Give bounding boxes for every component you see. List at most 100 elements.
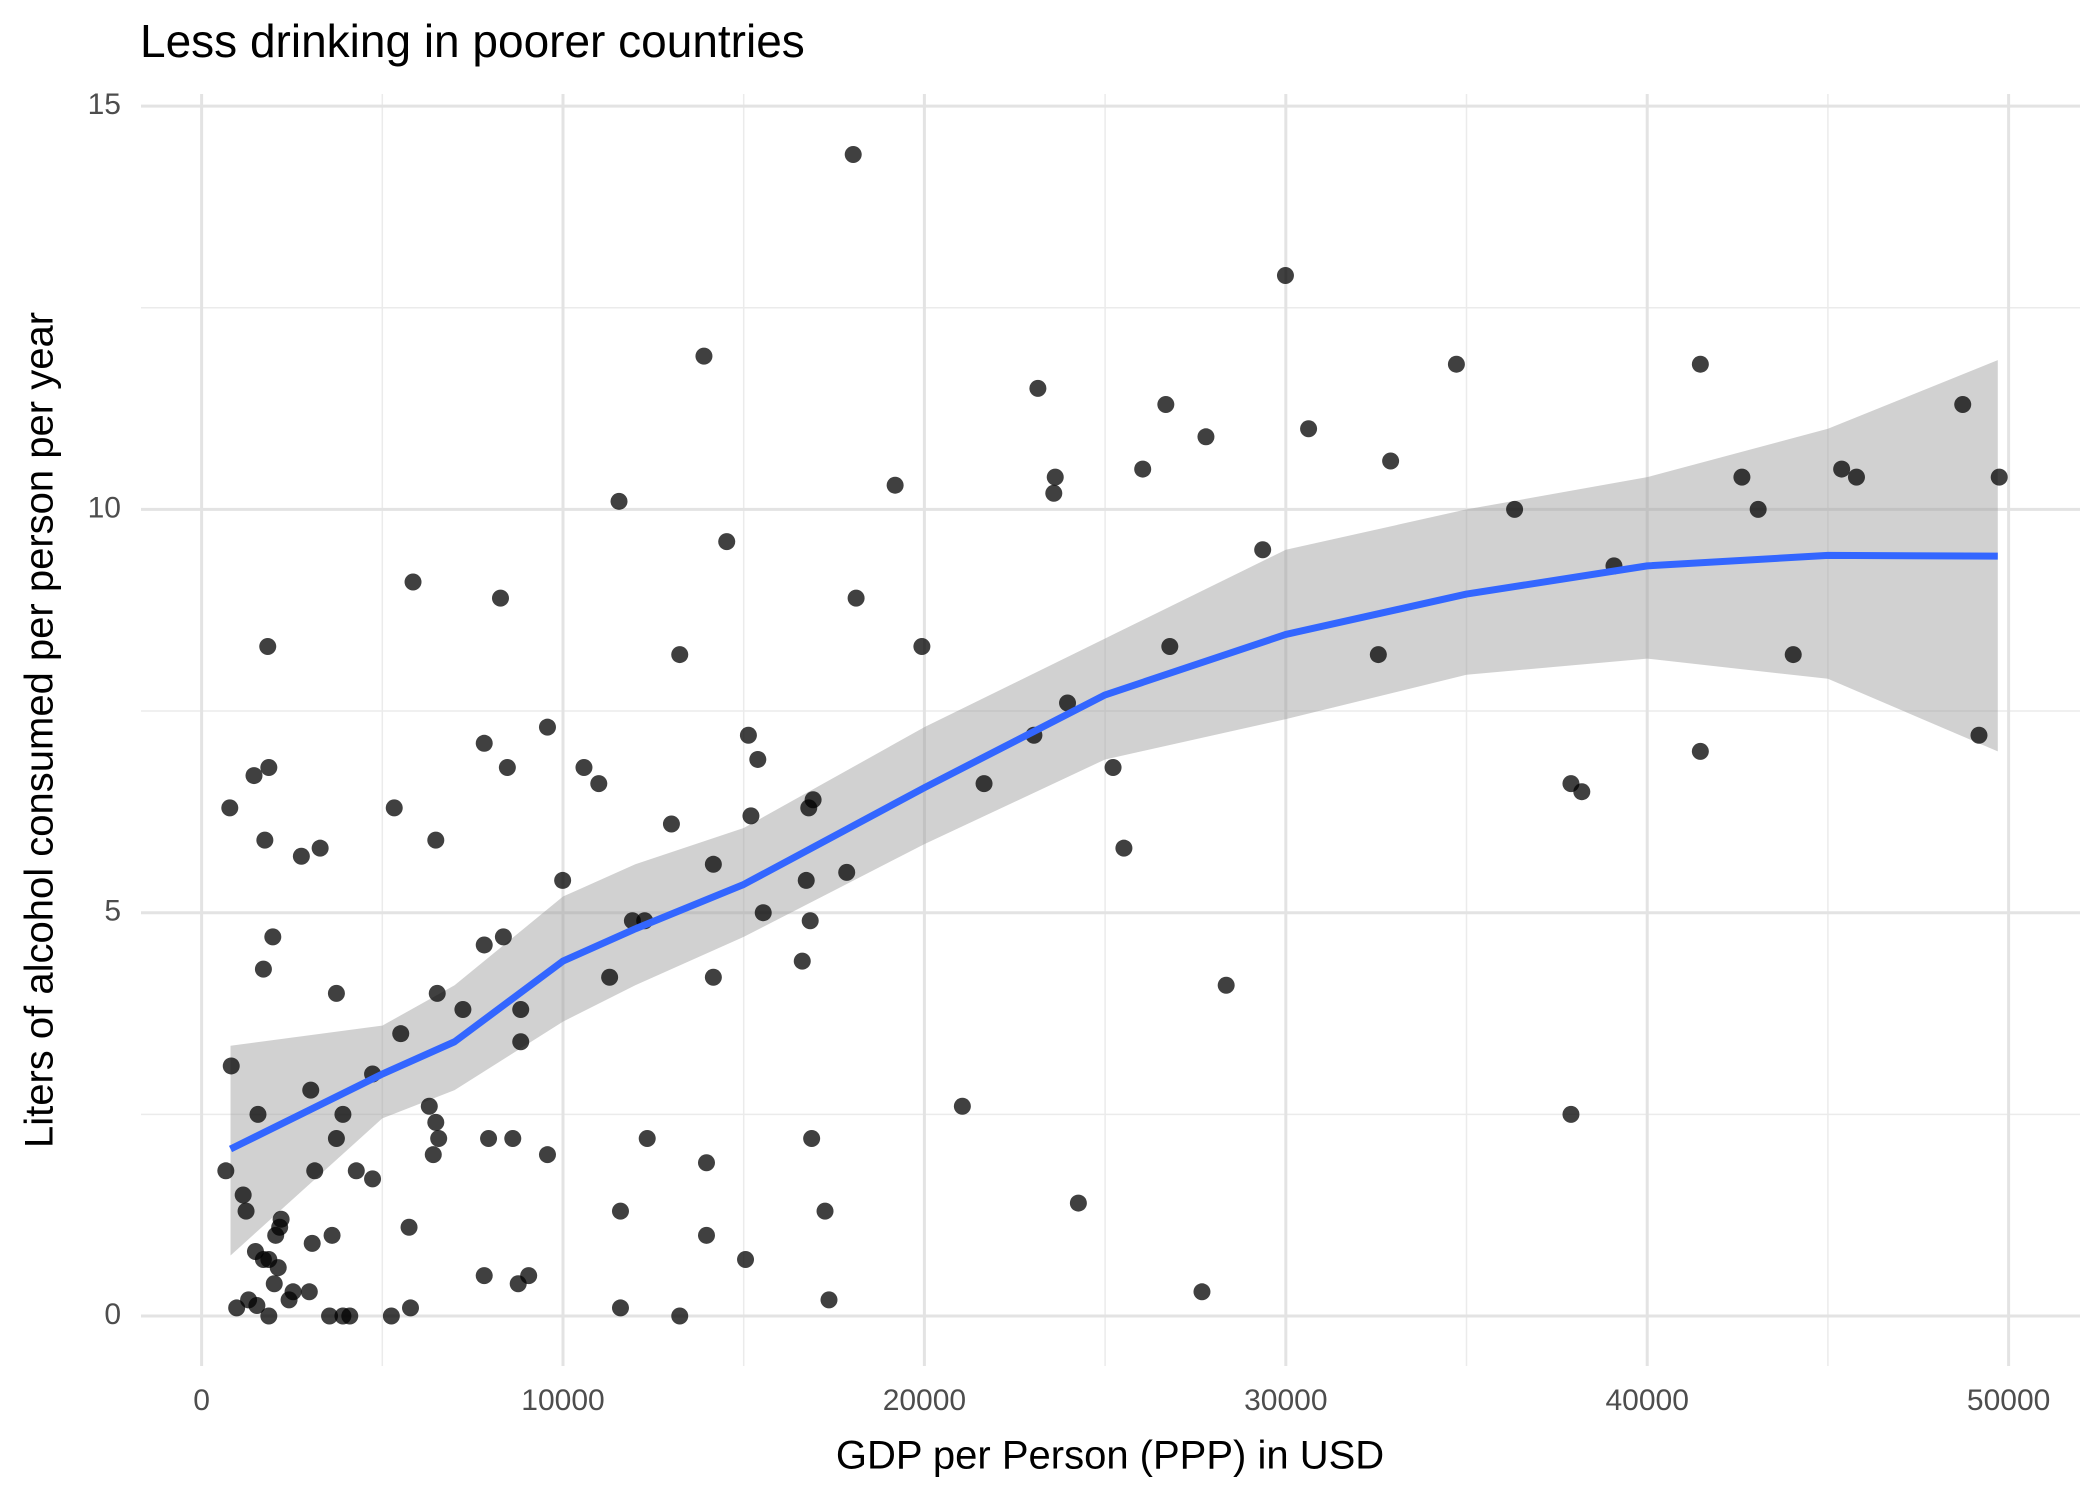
point xyxy=(803,1130,821,1148)
point xyxy=(1197,428,1215,446)
point xyxy=(1847,468,1865,486)
point xyxy=(306,1162,324,1180)
point xyxy=(590,775,608,793)
point xyxy=(265,1275,283,1293)
point xyxy=(754,904,772,922)
point xyxy=(327,984,345,1002)
point xyxy=(737,1251,755,1269)
point xyxy=(254,960,272,978)
point xyxy=(1573,783,1591,801)
point xyxy=(245,767,263,785)
y-tick-label: 10 xyxy=(88,491,121,524)
point xyxy=(704,968,722,986)
point xyxy=(1691,742,1709,760)
point xyxy=(428,984,446,1002)
point xyxy=(847,589,865,607)
point xyxy=(749,750,767,768)
x-tick-label: 40000 xyxy=(1606,1384,1689,1417)
confidence-band xyxy=(230,360,1998,1256)
point xyxy=(1382,452,1400,470)
point xyxy=(575,759,593,777)
point xyxy=(611,1202,629,1220)
point xyxy=(742,807,760,825)
point xyxy=(341,1307,359,1325)
point xyxy=(671,1307,689,1325)
point xyxy=(1833,460,1851,478)
point xyxy=(237,1202,255,1220)
point xyxy=(401,1299,419,1317)
point xyxy=(1691,355,1709,373)
point xyxy=(1506,500,1524,518)
point xyxy=(260,759,278,777)
point xyxy=(254,1251,272,1269)
point xyxy=(797,871,815,889)
point xyxy=(1046,468,1064,486)
point xyxy=(498,759,516,777)
point xyxy=(820,1291,838,1309)
point xyxy=(844,145,862,163)
point xyxy=(347,1162,365,1180)
point xyxy=(538,1146,556,1164)
point xyxy=(538,718,556,736)
point xyxy=(249,1105,267,1123)
point xyxy=(302,1081,320,1099)
x-axis-label: GDP per Person (PPP) in USD xyxy=(836,1434,1384,1478)
point xyxy=(303,1234,321,1252)
point xyxy=(321,1307,339,1325)
point xyxy=(520,1267,538,1285)
point xyxy=(454,1000,472,1018)
point xyxy=(638,1130,656,1148)
point xyxy=(292,847,310,865)
point xyxy=(611,1299,629,1317)
point xyxy=(1104,759,1122,777)
point xyxy=(1300,420,1318,438)
point xyxy=(494,928,512,946)
point xyxy=(816,1202,834,1220)
point xyxy=(475,936,493,954)
point xyxy=(272,1210,290,1228)
point xyxy=(1254,541,1272,559)
point xyxy=(662,815,680,833)
point xyxy=(248,1297,266,1315)
point xyxy=(695,347,713,365)
point xyxy=(284,1283,302,1301)
point xyxy=(404,573,422,591)
y-tick-label: 0 xyxy=(104,1298,121,1331)
point xyxy=(1276,266,1294,284)
point xyxy=(1217,976,1235,994)
point xyxy=(704,855,722,873)
point xyxy=(1733,468,1751,486)
point xyxy=(475,734,493,752)
x-tick-label: 0 xyxy=(193,1384,210,1417)
point xyxy=(1045,484,1063,502)
point xyxy=(385,799,403,817)
point xyxy=(259,638,277,656)
x-tick-label: 10000 xyxy=(521,1384,604,1417)
chart-title: Less drinking in poorer countries xyxy=(140,15,805,67)
point xyxy=(1970,726,1988,744)
point xyxy=(554,871,572,889)
point xyxy=(697,1226,715,1244)
point xyxy=(228,1299,246,1317)
point xyxy=(311,839,329,857)
point xyxy=(1990,468,2008,486)
point xyxy=(300,1283,318,1301)
point xyxy=(1029,379,1047,397)
point xyxy=(264,928,282,946)
y-tick-label: 15 xyxy=(88,88,121,121)
point xyxy=(1369,646,1387,664)
point xyxy=(400,1218,418,1236)
point xyxy=(323,1226,341,1244)
point xyxy=(364,1170,382,1188)
point xyxy=(217,1162,235,1180)
point xyxy=(838,863,856,881)
point xyxy=(793,952,811,970)
y-axis-label: Liters of alcohol consumed per person pe… xyxy=(18,312,62,1148)
point xyxy=(392,1025,410,1043)
point xyxy=(953,1097,971,1115)
point xyxy=(504,1130,522,1148)
point xyxy=(1161,638,1179,656)
y-tick-label: 5 xyxy=(104,895,121,928)
point xyxy=(512,1033,530,1051)
